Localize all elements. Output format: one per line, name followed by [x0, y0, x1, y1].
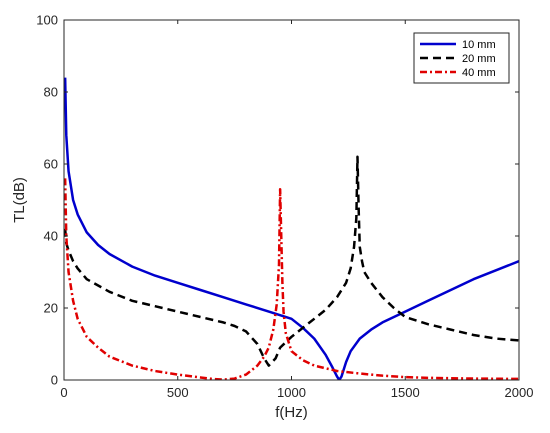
x-tick-label: 0 [60, 385, 67, 400]
x-axis-label: f(Hz) [275, 404, 308, 421]
legend: 10 mm 20 mm 40 mm [413, 32, 510, 84]
legend-label-2: 20 mm [462, 53, 496, 65]
y-axis-label: TL(dB) [11, 177, 28, 223]
axis-layer: 0 500 1000 1500 2000 0 20 40 60 80 100 f(Hz) TL(dB) [11, 13, 533, 422]
legend-label-3: 40 mm [462, 67, 496, 79]
y-tick-label: 100 [36, 13, 58, 28]
series-line-2 [64, 155, 519, 367]
y-tick-label: 40 [44, 229, 58, 244]
y-tick-label: 80 [44, 85, 58, 100]
x-tick-label: 2000 [505, 385, 534, 400]
y-tick-label: 0 [51, 373, 58, 388]
x-tick-label: 1500 [391, 385, 420, 400]
legend-box [413, 32, 510, 84]
x-tick-label: 500 [167, 385, 189, 400]
series-line-3 [64, 178, 519, 380]
y-tick-label: 60 [44, 157, 58, 172]
series-layer [64, 77, 519, 380]
y-tick-label: 20 [44, 301, 58, 316]
series-line-1 [64, 77, 519, 380]
legend-label-1: 10 mm [462, 39, 496, 51]
x-tick-label: 1000 [277, 385, 306, 400]
